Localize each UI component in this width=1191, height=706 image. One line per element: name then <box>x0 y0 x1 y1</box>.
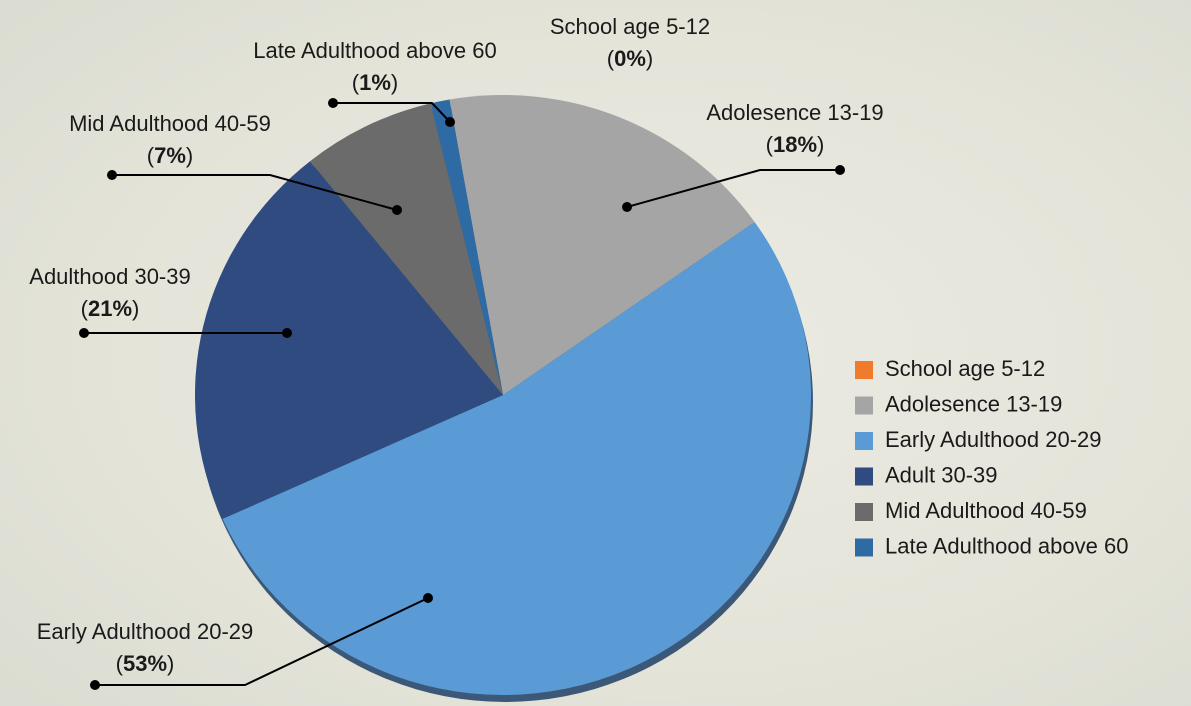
callout-dot <box>107 170 117 180</box>
callout-dot <box>423 593 433 603</box>
callout-label: Adolesence 13-19 <box>706 100 883 125</box>
callout-label: Early Adulthood 20-29 <box>37 619 254 644</box>
legend-label: Mid Adulthood 40-59 <box>885 498 1087 523</box>
legend-swatch <box>855 503 873 521</box>
callout-line <box>95 597 429 686</box>
callout-value: (53%) <box>116 651 175 676</box>
pie-slice <box>449 95 755 396</box>
callout-value: (18%) <box>766 132 825 157</box>
callout-dot <box>622 202 632 212</box>
legend-label: School age 5-12 <box>885 356 1045 381</box>
legend-swatch <box>855 396 873 415</box>
callout-value: (7%) <box>147 143 193 168</box>
legend-swatch <box>855 538 873 557</box>
callout-label: School age 5-12 <box>550 14 710 39</box>
callout-dot <box>79 328 89 338</box>
callout-line <box>626 169 840 208</box>
pie-slice <box>194 161 503 519</box>
pie-slice <box>310 103 503 396</box>
callout-dot <box>445 117 455 127</box>
callout-value: (1%) <box>352 70 398 95</box>
legend-label: Early Adulthood 20-29 <box>885 427 1102 452</box>
pie-slice <box>430 99 503 395</box>
callout-label: Late Adulthood above 60 <box>253 38 496 63</box>
legend-swatch <box>855 467 873 486</box>
callout-label: Adulthood 30-39 <box>29 264 190 289</box>
callout-value: (0%) <box>607 46 653 71</box>
callout-line <box>112 174 398 211</box>
pie-slice <box>222 222 812 696</box>
legend-label: Adult 30-39 <box>885 462 998 487</box>
legend-swatch <box>855 432 873 450</box>
callout-dot <box>90 680 100 690</box>
callout-label: Mid Adulthood 40-59 <box>69 111 271 136</box>
callout-dot <box>282 328 292 338</box>
callout-value: (21%) <box>81 296 140 321</box>
legend-label: Adolesence 13-19 <box>885 391 1062 416</box>
callout-dot <box>328 98 338 108</box>
callout-dot <box>392 205 402 215</box>
callout-line <box>333 102 451 123</box>
legend-swatch <box>855 361 873 379</box>
legend-label: Late Adulthood above 60 <box>885 533 1128 558</box>
callout-dot <box>835 165 845 175</box>
